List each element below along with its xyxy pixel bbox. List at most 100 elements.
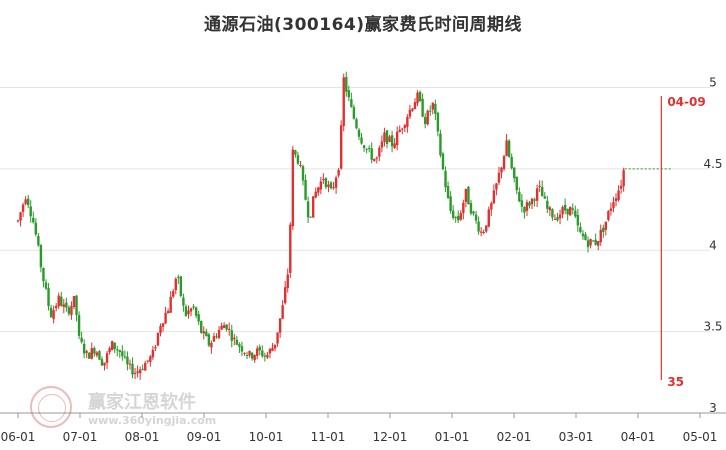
candle-body: [212, 336, 216, 342]
candle-body: [238, 344, 241, 347]
candle-body: [373, 158, 376, 161]
candle-body: [289, 224, 292, 273]
watermark-name: 赢家江恩软件: [88, 392, 196, 413]
candle-body: [42, 267, 45, 282]
candle-body: [291, 149, 295, 227]
candle-body: [207, 334, 211, 346]
candle-body: [446, 186, 450, 199]
candle-body: [210, 342, 213, 348]
candle-body: [617, 190, 620, 200]
candle-body: [314, 191, 317, 198]
candle-body: [556, 217, 559, 221]
candle-body: [189, 308, 193, 312]
candle-body: [581, 233, 585, 237]
candle-body: [546, 200, 549, 209]
candle-body: [268, 349, 272, 354]
candle-body: [337, 169, 340, 176]
candle-body: [563, 204, 567, 211]
candle-body: [467, 186, 470, 205]
candle-body: [505, 140, 508, 157]
candle-body: [350, 99, 353, 107]
candle-body: [607, 211, 610, 220]
candle-body: [436, 112, 440, 132]
candle-body: [245, 355, 249, 357]
candle-body: [273, 344, 277, 349]
candle-body: [406, 116, 409, 127]
candle-body: [599, 229, 602, 243]
candle-body: [423, 117, 427, 125]
x-tick-label: 06-01: [1, 430, 36, 444]
candle-body: [609, 208, 613, 212]
candle-body: [345, 77, 348, 92]
candle-body: [558, 214, 562, 219]
candle-body: [451, 210, 455, 218]
candle-body: [278, 318, 282, 333]
candle-body: [151, 349, 155, 358]
candle-body: [67, 307, 71, 314]
candle-body: [395, 131, 399, 146]
candle-body: [136, 371, 139, 373]
candle-body: [388, 136, 391, 142]
candle-body: [421, 98, 424, 117]
x-tick-label: 09-01: [187, 430, 222, 444]
candle-body: [319, 181, 323, 190]
candle-body: [370, 148, 373, 160]
candle-body: [215, 336, 218, 338]
candle-body: [113, 342, 116, 350]
candle-body: [487, 209, 490, 227]
y-tick-label: 4: [709, 238, 717, 252]
x-tick-label: 05-01: [683, 430, 718, 444]
candle-body: [194, 307, 198, 316]
candle-body: [284, 287, 287, 304]
candle-body: [390, 135, 394, 147]
candle-body: [576, 215, 580, 226]
candle-body: [88, 352, 91, 359]
candle-body: [141, 368, 144, 370]
candle-body: [490, 203, 493, 210]
candle-body: [520, 200, 524, 207]
candle-body: [72, 296, 76, 307]
candle-body: [378, 147, 381, 157]
candle-body: [266, 354, 269, 358]
candle-body: [393, 143, 396, 149]
candle-body: [375, 157, 379, 159]
candle-body: [154, 347, 157, 349]
candle-body: [444, 170, 447, 188]
candle-body: [482, 232, 485, 234]
candle-body: [248, 350, 251, 356]
candle-body: [385, 130, 389, 144]
candle-body: [47, 288, 50, 307]
x-tick-label: 03-01: [559, 430, 594, 444]
candle-body: [591, 240, 595, 242]
candle-body: [457, 215, 460, 221]
candle-body: [161, 323, 165, 327]
candle-body: [118, 350, 121, 352]
candle-body: [131, 363, 134, 375]
candle-body: [123, 356, 127, 358]
candle-body: [220, 325, 223, 330]
candle-body: [108, 348, 111, 353]
candle-body: [589, 239, 592, 246]
candle-body: [357, 129, 361, 137]
candle-body: [44, 282, 48, 289]
candle-body: [286, 274, 289, 289]
candle-body: [256, 348, 259, 356]
candle-body: [403, 125, 407, 128]
candle-body: [296, 155, 300, 164]
candle-body: [553, 218, 557, 220]
candle-body: [169, 296, 172, 313]
candle-body: [24, 199, 27, 204]
candle-body: [52, 310, 55, 320]
candle-body: [90, 348, 93, 359]
candle-body: [538, 185, 541, 187]
candle-body: [594, 239, 597, 245]
chart-title: 通源石油(300164)赢家费氏时间周期线: [203, 15, 522, 35]
candle-body: [32, 217, 35, 223]
candle-body: [383, 132, 386, 142]
candle-body: [177, 277, 180, 279]
candle-body: [200, 321, 203, 333]
candle-body: [571, 208, 574, 210]
candle-body: [217, 329, 221, 338]
candle-body: [166, 311, 170, 314]
candle-body: [230, 330, 233, 341]
